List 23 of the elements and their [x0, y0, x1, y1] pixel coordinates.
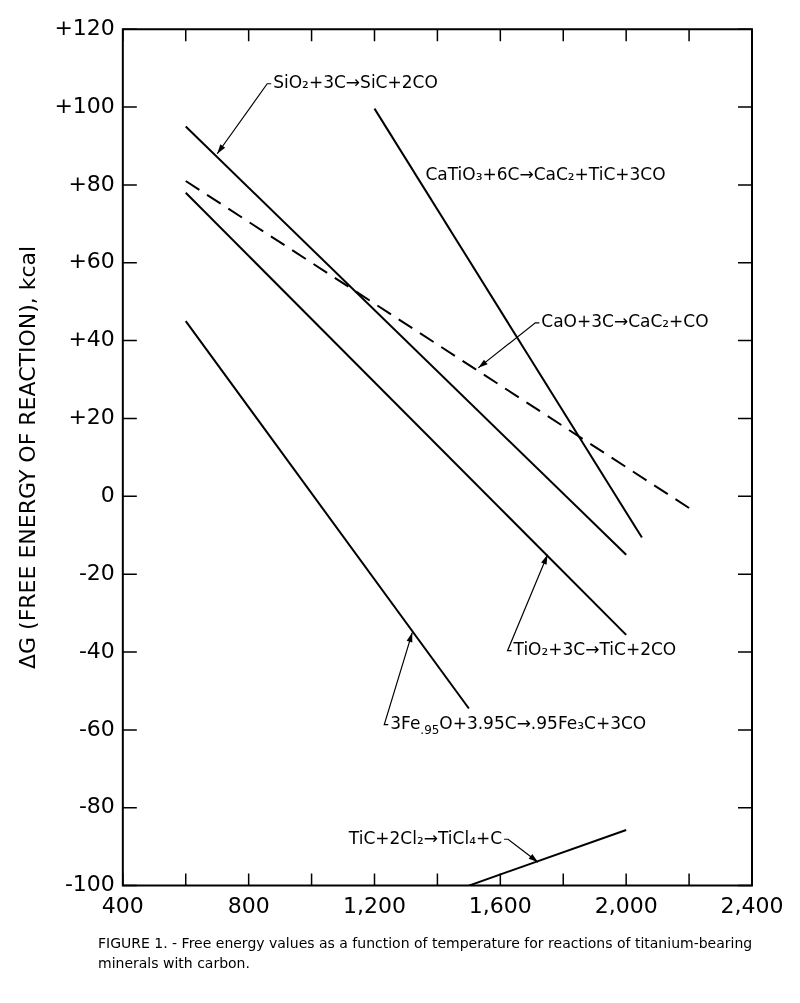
annotation: SiO₂+3C→SiC+2CO	[273, 72, 438, 93]
y-axis-title: ΔG (FREE ENERGY OF REACTION), kcal	[14, 245, 40, 670]
x-tick-label: 2,400	[720, 892, 784, 918]
annotation: TiC+2Cl₂→TiCl₄+C	[347, 827, 503, 848]
annotation: CaTiO₃+6C→CaC₂+TiC+3CO	[425, 163, 666, 184]
y-tick-label: +80	[68, 170, 115, 196]
annotation: TiO₂+3C→TiC+2CO	[512, 639, 677, 660]
y-tick-label: 0	[100, 482, 115, 508]
y-tick-label: +120	[54, 14, 115, 40]
y-tick-label: -80	[78, 793, 115, 819]
x-tick-label: 800	[227, 892, 270, 918]
x-tick-label: 1,200	[343, 892, 406, 918]
y-tick-label: +60	[68, 248, 115, 274]
x-tick-label: 2,000	[594, 892, 658, 918]
y-tick-label: +40	[68, 326, 115, 352]
y-tick-label: +100	[54, 92, 115, 118]
text: FIGURE 1. - Free energy values as a function of temperature for reactions of titanium-bearing minerals with carbon.	[98, 934, 754, 973]
x-tick-label: 1,600	[468, 892, 532, 918]
annotation: CaO+3C→CaC₂+CO	[541, 311, 709, 332]
y-tick-label: -20	[78, 559, 115, 585]
y-tick-label: -60	[78, 715, 115, 741]
y-tick-label: -40	[78, 637, 115, 663]
y-tick-label: +20	[68, 404, 115, 430]
